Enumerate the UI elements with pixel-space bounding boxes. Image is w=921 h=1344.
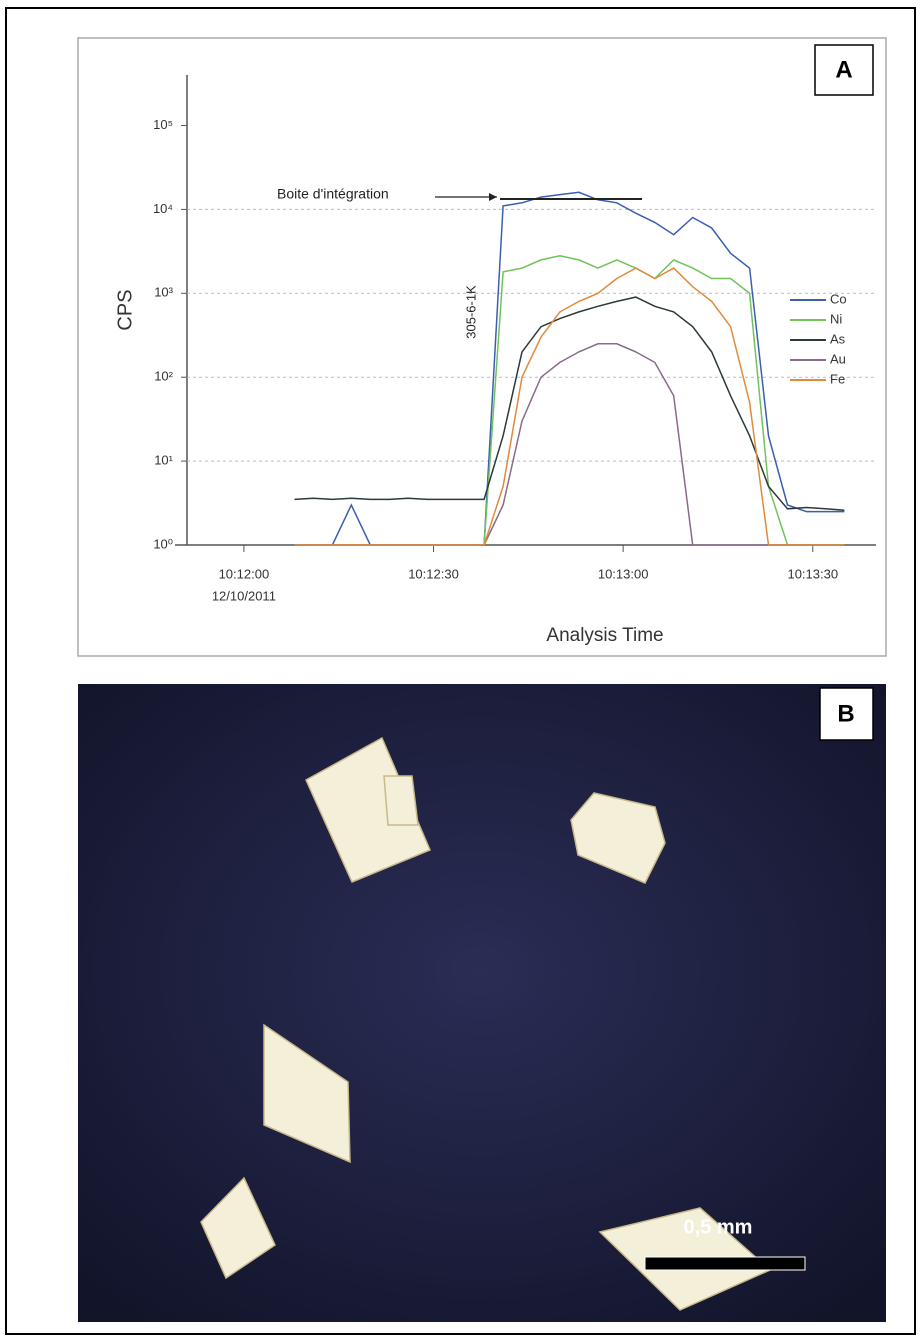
- legend-label: As: [830, 331, 846, 346]
- crystal: [570, 792, 666, 884]
- legend-label: Ni: [830, 311, 842, 326]
- legend-label: Co: [830, 291, 847, 306]
- panel-label-box: [819, 687, 874, 741]
- x-axis-label: Analysis Time: [546, 625, 663, 646]
- y-tick-label: 10¹: [154, 453, 173, 468]
- chart: 10⁰ 10¹ 10² 10³ 10⁴ 10⁵ 10:12:00 10:12:30 10:13:…: [114, 75, 876, 646]
- scale-bar: [644, 1256, 806, 1271]
- y-axis-label: CPS: [114, 289, 136, 330]
- panel-label-box: [814, 44, 874, 96]
- legend-label: Au: [830, 351, 846, 366]
- annotation-arrowhead: [489, 193, 497, 201]
- y-tick-label: 10³: [154, 285, 173, 300]
- series-line: [294, 296, 845, 511]
- x-tick-label: 10:12:00: [219, 566, 270, 581]
- y-tick-label: 10⁵: [153, 117, 173, 132]
- panel-label: A: [835, 56, 852, 83]
- series-line: [294, 267, 845, 546]
- micrograph: [78, 684, 886, 1322]
- outer-frame: [5, 7, 916, 1335]
- crystal: [263, 1023, 351, 1164]
- x-tick-label: 10:13:30: [787, 566, 838, 581]
- panel-label: B: [837, 700, 854, 727]
- scale-bar-label: 0,5 mm: [684, 1216, 753, 1238]
- y-tick-label: 10⁰: [153, 536, 173, 551]
- x-tick-label: 10:12:30: [408, 566, 459, 581]
- y-tick-label: 10⁴: [153, 201, 173, 216]
- y-tick-label: 10²: [154, 369, 173, 384]
- crystal: [305, 736, 431, 883]
- annotation: Boite d'intégration: [277, 186, 389, 202]
- crystal: [383, 775, 419, 826]
- legend-label: Fe: [830, 371, 845, 386]
- crystal: [200, 1176, 276, 1280]
- x-date-label: 12/10/2011: [212, 588, 276, 603]
- panel-a-frame: [77, 37, 887, 657]
- x-tick-label: 10:13:00: [598, 566, 649, 581]
- annotation: 305-6-1K: [463, 285, 478, 339]
